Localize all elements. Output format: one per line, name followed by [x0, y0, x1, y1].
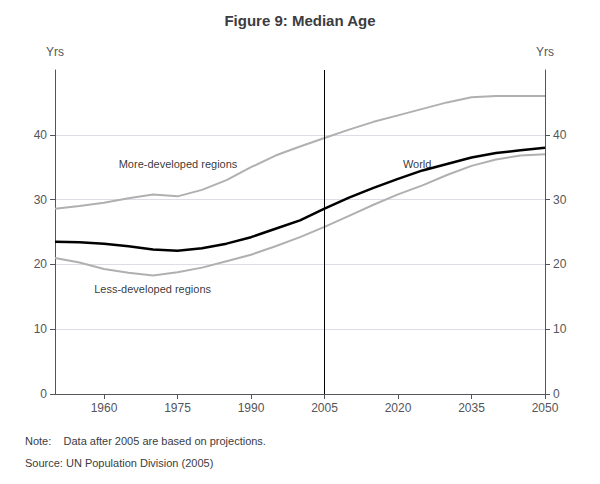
svg-text:Yrs: Yrs [46, 45, 64, 59]
svg-text:More-developed regions: More-developed regions [119, 158, 238, 170]
svg-text:Note: Data after 2005 are b: Note: Data after 2005 are based on proje… [25, 435, 266, 447]
svg-text:Source: UN Population Division: Source: UN Population Division (2005) [25, 457, 213, 469]
svg-text:2050: 2050 [532, 401, 559, 415]
svg-text:10: 10 [553, 322, 567, 336]
svg-text:30: 30 [34, 193, 48, 207]
svg-text:1975: 1975 [164, 401, 191, 415]
svg-text:Figure 9: Median Age: Figure 9: Median Age [224, 12, 375, 29]
svg-text:2035: 2035 [458, 401, 485, 415]
svg-text:1990: 1990 [238, 401, 265, 415]
svg-text:30: 30 [553, 193, 567, 207]
svg-text:Yrs: Yrs [536, 45, 554, 59]
svg-text:10: 10 [34, 322, 48, 336]
svg-text:0: 0 [40, 387, 47, 401]
svg-text:1960: 1960 [91, 401, 118, 415]
svg-text:20: 20 [553, 257, 567, 271]
svg-text:World: World [403, 158, 432, 170]
svg-text:2020: 2020 [385, 401, 412, 415]
svg-text:0: 0 [553, 387, 560, 401]
svg-text:Less-developed regions: Less-developed regions [94, 283, 211, 295]
svg-text:2005: 2005 [311, 401, 338, 415]
svg-text:40: 40 [34, 128, 48, 142]
svg-text:40: 40 [553, 128, 567, 142]
svg-text:20: 20 [34, 257, 48, 271]
